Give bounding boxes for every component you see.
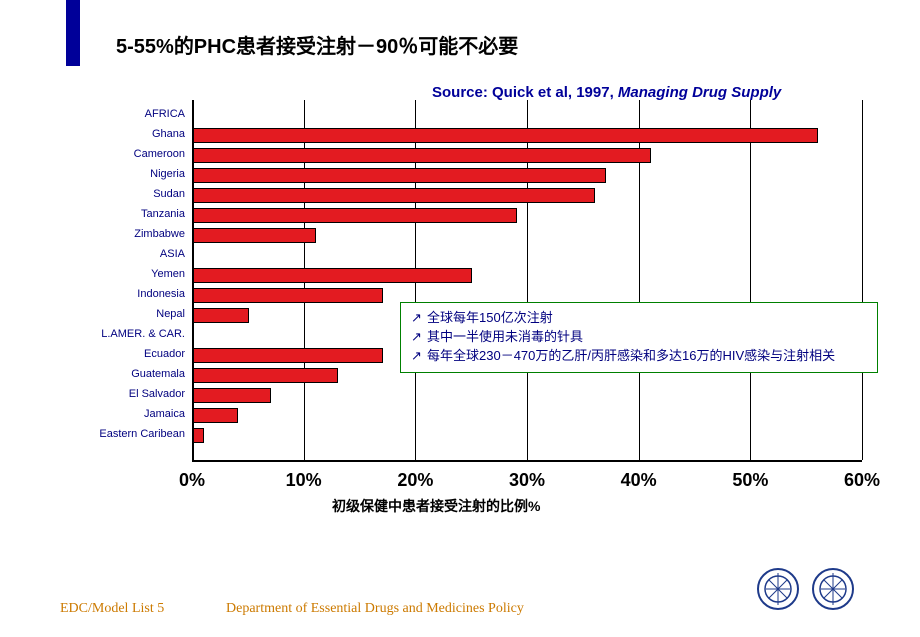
- bar: [193, 228, 316, 243]
- drug-policy-logo: [811, 567, 855, 611]
- bar: [193, 388, 271, 403]
- accent-bar: [66, 0, 80, 66]
- bar: [193, 208, 517, 223]
- x-tick-label: 0%: [167, 470, 217, 491]
- callout-text: 全球每年150亿次注射: [427, 310, 553, 325]
- bar: [193, 348, 383, 363]
- bar: [193, 408, 238, 423]
- arrow-icon: ↗: [411, 328, 427, 347]
- arrow-icon: ↗: [411, 309, 427, 328]
- category-label: Ghana: [152, 128, 185, 140]
- bar: [193, 428, 204, 443]
- category-label: Cameroon: [134, 148, 185, 160]
- x-tick-label: 20%: [390, 470, 440, 491]
- category-label: Indonesia: [137, 288, 185, 300]
- x-tick-label: 50%: [725, 470, 775, 491]
- category-label: Yemen: [151, 268, 185, 280]
- category-label: Sudan: [153, 188, 185, 200]
- category-label: Jamaica: [144, 408, 185, 420]
- source-citation: Source: Quick et al, 1997, Managing Drug…: [432, 84, 781, 101]
- arrow-icon: ↗: [411, 347, 427, 366]
- category-label: Eastern Caribean: [99, 428, 185, 440]
- slide-title: 5-55%的PHC患者接受注射－90％可能不必要: [116, 30, 518, 59]
- source-prefix: Source: Quick et al, 1997,: [432, 84, 618, 101]
- who-logo: [756, 567, 800, 611]
- callout-box: ↗全球每年150亿次注射↗其中一半使用未消毒的针具↗每年全球230－470万的乙…: [400, 302, 878, 373]
- x-tick-label: 30%: [502, 470, 552, 491]
- footer-department: Department of Essential Drugs and Medici…: [226, 601, 524, 617]
- category-label: L.AMER. & CAR.: [101, 328, 185, 340]
- category-label: ASIA: [160, 248, 185, 260]
- category-label: Tanzania: [141, 208, 185, 220]
- footer-page-label: EDC/Model List 5: [60, 601, 164, 617]
- x-axis-title: 初级保健中患者接受注射的比例%: [332, 496, 540, 516]
- category-label: Nepal: [156, 308, 185, 320]
- category-label: Nigeria: [150, 168, 185, 180]
- x-tick-label: 60%: [837, 470, 887, 491]
- x-tick-label: 10%: [279, 470, 329, 491]
- callout-line: ↗每年全球230－470万的乙肝/丙肝感染和多达16万的HIV感染与注射相关: [411, 347, 867, 366]
- category-label: Guatemala: [131, 368, 185, 380]
- callout-line: ↗其中一半使用未消毒的针具: [411, 328, 867, 347]
- bar: [193, 268, 472, 283]
- callout-text: 其中一半使用未消毒的针具: [427, 329, 583, 344]
- bar: [193, 148, 651, 163]
- bar: [193, 308, 249, 323]
- category-label: AFRICA: [145, 108, 185, 120]
- x-axis: [192, 460, 862, 462]
- category-label: Ecuador: [144, 348, 185, 360]
- source-italic: Managing Drug Supply: [618, 84, 781, 101]
- category-label: El Salvador: [129, 388, 185, 400]
- bar: [193, 368, 338, 383]
- callout-line: ↗全球每年150亿次注射: [411, 309, 867, 328]
- bar: [193, 168, 606, 183]
- bar: [193, 288, 383, 303]
- callout-text: 每年全球230－470万的乙肝/丙肝感染和多达16万的HIV感染与注射相关: [427, 348, 835, 363]
- bar: [193, 188, 595, 203]
- grid-line: [750, 100, 751, 460]
- x-tick-label: 40%: [614, 470, 664, 491]
- category-label: Zimbabwe: [134, 228, 185, 240]
- bar: [193, 128, 818, 143]
- grid-line: [862, 100, 863, 460]
